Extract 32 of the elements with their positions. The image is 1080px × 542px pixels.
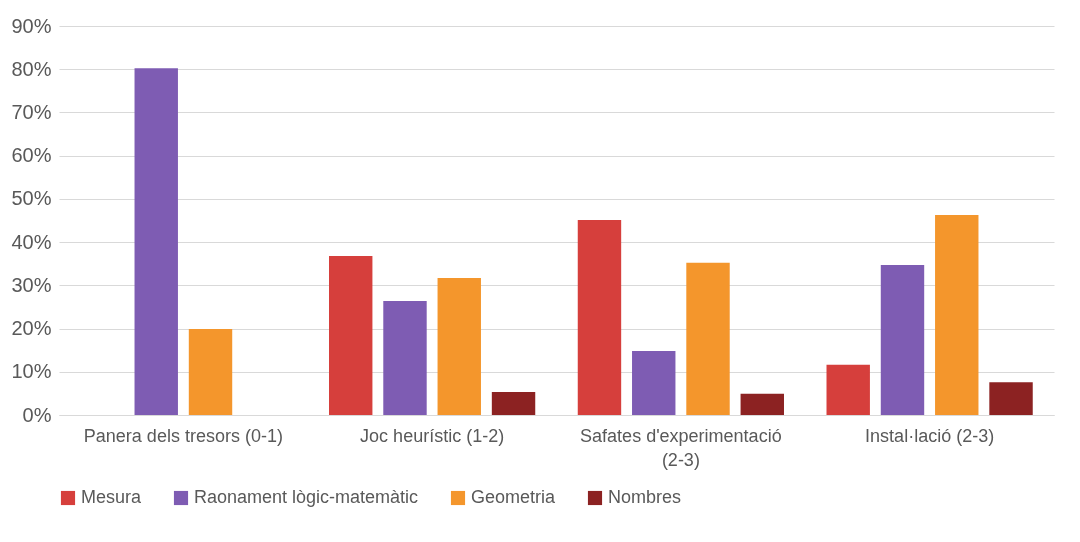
x-tick-label: Panera dels tresors (0-1) [83, 425, 283, 446]
bar [826, 364, 870, 415]
bar [935, 214, 979, 415]
bar [437, 277, 481, 415]
bar [577, 220, 622, 415]
y-tick-label: 50% [11, 187, 52, 210]
legend-label: Mesura [81, 487, 143, 507]
bar [880, 265, 925, 415]
y-tick-label: 80% [11, 57, 52, 80]
y-tick-label: 90% [11, 14, 52, 37]
bar [134, 68, 178, 415]
legend-label: Geometria [471, 487, 557, 507]
bar [740, 393, 784, 415]
y-tick-label: 60% [11, 144, 52, 167]
y-tick-label: 70% [11, 100, 52, 123]
y-tick-label: 30% [11, 273, 52, 296]
y-tick-label: 0% [22, 403, 52, 426]
y-tick-label: 20% [11, 317, 52, 340]
bar [989, 382, 1033, 415]
bar [329, 255, 373, 415]
legend-label: Raonament lògic-matemàtic [194, 487, 419, 507]
legend-label: Nombres [608, 487, 682, 507]
x-tick-label: Joc heurístic (1-2) [360, 425, 505, 446]
y-tick-label: 40% [11, 230, 52, 253]
bar [383, 300, 427, 415]
bar [632, 351, 676, 415]
x-tick-label: Instal·lació (2-3) [865, 425, 995, 446]
bar [686, 262, 730, 415]
x-tick-label: Safates d'experimentació (2-3) [580, 425, 782, 470]
y-tick-label: 10% [11, 360, 52, 383]
bar [188, 328, 233, 415]
bar [491, 392, 536, 415]
